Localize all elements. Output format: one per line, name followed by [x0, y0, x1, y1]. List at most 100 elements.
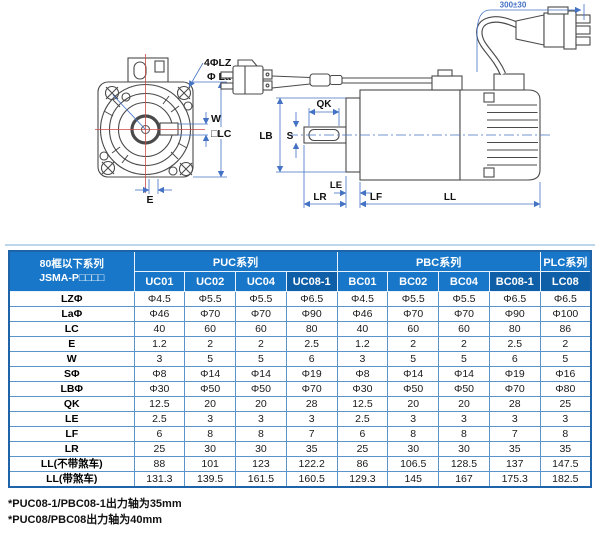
spec-cell: Φ6.5 [539, 291, 592, 307]
spec-cell: 86 [539, 321, 592, 337]
spec-cell: 25 [336, 441, 389, 457]
column-header: BC02 [387, 271, 440, 292]
spec-cell: 12.5 [133, 396, 186, 412]
spec-cell: 88 [133, 456, 186, 472]
spec-cell: 5 [539, 351, 592, 367]
column-group-header: PBC系列 [336, 250, 541, 272]
label-backing [210, 127, 238, 139]
spec-cell: Φ8 [133, 366, 186, 382]
spec-cell: Φ50 [235, 381, 287, 397]
spec-cell: Φ30 [133, 381, 186, 397]
spec-table: 80框以下系列 JSMA-P□□□□ PUC系列 PBC系列 PLC系列 UC01 UC02… [8, 250, 592, 488]
side-dimensions [276, 4, 585, 208]
table-row: LBΦ Φ30 Φ50 Φ50 Φ70 Φ30 Φ50 Φ50 Φ70 Φ80 [8, 381, 592, 397]
front-top-connector-icon [127, 57, 169, 83]
spec-cell: Φ30 [336, 381, 389, 397]
spec-cell: Φ5.5 [235, 291, 287, 307]
spec-cell: Φ50 [184, 381, 237, 397]
spec-cell: 8 [184, 426, 237, 442]
power-plug-icon [515, 6, 591, 50]
spec-cell: Φ4.5 [336, 291, 389, 307]
front-frame-label: □LC [211, 128, 232, 140]
spec-cell: 6 [336, 426, 389, 442]
spec-cell: Φ19 [285, 366, 338, 382]
footnotes: *PUC08-1/PBC08-1出力轴为35mm *PUC08/PBC08出力轴… [8, 497, 600, 529]
spec-cell: Φ14 [438, 366, 490, 382]
spec-cell: 2.5 [488, 336, 541, 352]
spec-cell: 80 [488, 321, 541, 337]
spec-cell: 60 [184, 321, 237, 337]
side-shaft-dia-label: S [287, 131, 294, 142]
spec-cell: 28 [285, 396, 338, 412]
spec-cell: Φ70 [285, 381, 338, 397]
row-label: LL(带煞车) [8, 471, 135, 488]
spec-cell: 30 [438, 441, 490, 457]
front-key-width-label: W [211, 113, 221, 125]
row-label: LaΦ [8, 306, 135, 322]
spec-cell: 28 [488, 396, 541, 412]
row-label: LZΦ [8, 291, 135, 307]
spec-cell: 40 [133, 321, 186, 337]
spec-cell: Φ100 [539, 306, 592, 322]
column-group-header: PLC系列 [539, 250, 592, 272]
spec-cell: Φ90 [285, 306, 338, 322]
table-row: LC 40 60 60 80 40 60 60 80 86 [8, 321, 592, 337]
spec-cell: 123 [235, 456, 287, 472]
power-cable-icon [476, 16, 519, 76]
row-label: SΦ [8, 366, 135, 382]
spec-cell: 3 [235, 411, 287, 427]
spec-cell: Φ70 [235, 306, 287, 322]
column-header: BC01 [336, 271, 389, 292]
cable-length-label: 300±30 [500, 1, 527, 10]
spec-cell: 6 [133, 426, 186, 442]
technical-drawing: 4ΦLZ Φ La W □LC E [95, 1, 591, 208]
spec-cell: 3 [438, 411, 490, 427]
spec-cell: 182.5 [539, 471, 592, 488]
spec-cell: 101 [184, 456, 237, 472]
column-header: LC08 [539, 271, 592, 292]
spec-cell: 80 [285, 321, 338, 337]
row-label: LF [8, 426, 135, 442]
spec-cell: 8 [539, 426, 592, 442]
spec-cell: 40 [336, 321, 389, 337]
table-row: QK 12.5 20 20 28 12.5 20 20 28 25 [8, 396, 592, 412]
row-label: LC [8, 321, 135, 337]
table-row: LE 2.5 3 3 3 2.5 3 3 3 3 [8, 411, 592, 427]
spec-cell: 35 [285, 441, 338, 457]
row-label: LBΦ [8, 381, 135, 397]
spec-cell: 35 [539, 441, 592, 457]
side-lr-label: LR [313, 192, 327, 203]
front-dimensions [112, 62, 227, 194]
spec-cell: 147.5 [539, 456, 592, 472]
divider-line [5, 244, 595, 246]
spec-cell: 8 [387, 426, 440, 442]
spec-cell: Φ50 [387, 381, 440, 397]
spec-cell: 3 [539, 411, 592, 427]
column-group-header: PUC系列 [133, 250, 338, 272]
spec-cell: Φ14 [235, 366, 287, 382]
spec-cell: Φ14 [387, 366, 440, 382]
spec-cell: 2 [235, 336, 287, 352]
spec-cell: 6 [285, 351, 338, 367]
spec-cell: Φ14 [184, 366, 237, 382]
footnote-2: *PUC08/PBC08出力轴为40mm [8, 513, 163, 526]
spec-cell: 5 [438, 351, 490, 367]
encoder-socket-icon [431, 69, 463, 91]
spec-cell: 2 [539, 336, 592, 352]
spec-cell: 1.2 [133, 336, 186, 352]
spec-cell: 3 [184, 411, 237, 427]
spec-cell: Φ90 [488, 306, 541, 322]
encoder-plug-icon [220, 59, 434, 95]
column-header: UC04 [235, 271, 287, 292]
spec-cell: 167 [438, 471, 490, 488]
spec-cell: 7 [285, 426, 338, 442]
table-row: LF 6 8 8 7 6 8 8 7 8 [8, 426, 592, 442]
row-label: W [8, 351, 135, 367]
spec-cell: Φ4.5 [133, 291, 186, 307]
column-header: UC01 [133, 271, 186, 292]
spec-cell: Φ5.5 [184, 291, 237, 307]
spec-cell: Φ5.5 [387, 291, 440, 307]
spec-cell: 2.5 [133, 411, 186, 427]
spec-cell: 5 [235, 351, 287, 367]
